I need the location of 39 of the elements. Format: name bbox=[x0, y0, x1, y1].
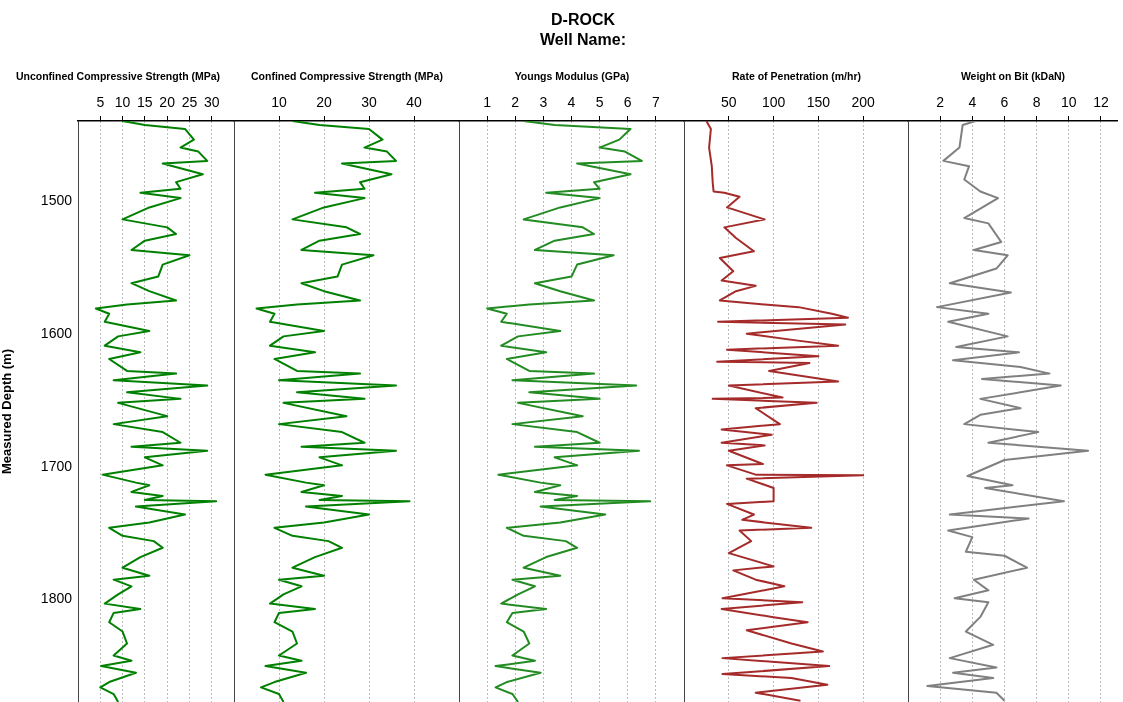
x-axis-title: Confined Compressive Strength (MPa) bbox=[251, 70, 443, 82]
x-tick-label: 50 bbox=[721, 94, 737, 111]
x-tick-label: 20 bbox=[159, 94, 176, 111]
text: Well Name: bbox=[539, 30, 627, 50]
x-axis-title: Unconfined Compressive Strength (MPa) bbox=[14, 70, 222, 82]
x-tick-label: 15 bbox=[137, 94, 153, 111]
x-tick-label: 2 bbox=[511, 94, 520, 111]
y-tick-label: 1500 bbox=[40, 191, 73, 208]
x-tick-label: 200 bbox=[851, 94, 876, 111]
x-tick-label: 100 bbox=[761, 94, 786, 111]
y-tick-label: 1600 bbox=[40, 324, 73, 341]
x-axis-title: Rate of Penetration (m/hr) bbox=[731, 70, 862, 82]
x-tick-label: 25 bbox=[181, 94, 198, 111]
x-axis-title: Youngs Modulus (GPa) bbox=[514, 70, 630, 82]
x-tick-label: 8 bbox=[1032, 94, 1041, 111]
x-tick-label: 30 bbox=[361, 94, 377, 111]
y-axis-title: Measured Depth (m) bbox=[0, 349, 15, 474]
y-tick-label: 1800 bbox=[40, 590, 73, 607]
x-tick-label: 5 bbox=[595, 94, 604, 111]
x-tick-label: 150 bbox=[806, 94, 831, 111]
x-tick-label: 10 bbox=[271, 94, 287, 111]
x-tick-label: 7 bbox=[651, 94, 660, 111]
x-tick-label: 6 bbox=[623, 94, 632, 111]
x-tick-label: 10 bbox=[114, 94, 131, 111]
y-tick-label: 1700 bbox=[40, 457, 73, 474]
x-tick-label: 20 bbox=[316, 94, 332, 111]
x-tick-label: 30 bbox=[203, 94, 220, 111]
x-tick-label: 4 bbox=[968, 94, 977, 111]
x-tick-label: 6 bbox=[1000, 94, 1009, 111]
x-tick-label: 2 bbox=[936, 94, 945, 111]
x-tick-label: 1 bbox=[483, 94, 492, 111]
text: D-ROCK bbox=[550, 10, 616, 30]
x-tick-label: 40 bbox=[406, 94, 422, 111]
x-tick-label: 3 bbox=[539, 94, 548, 111]
x-tick-label: 12 bbox=[1093, 94, 1109, 111]
x-axis-title: Weight on Bit (kDaN) bbox=[959, 70, 1067, 82]
x-tick-label: 5 bbox=[96, 94, 105, 111]
x-tick-label: 4 bbox=[567, 94, 576, 111]
x-tick-label: 10 bbox=[1060, 94, 1077, 111]
